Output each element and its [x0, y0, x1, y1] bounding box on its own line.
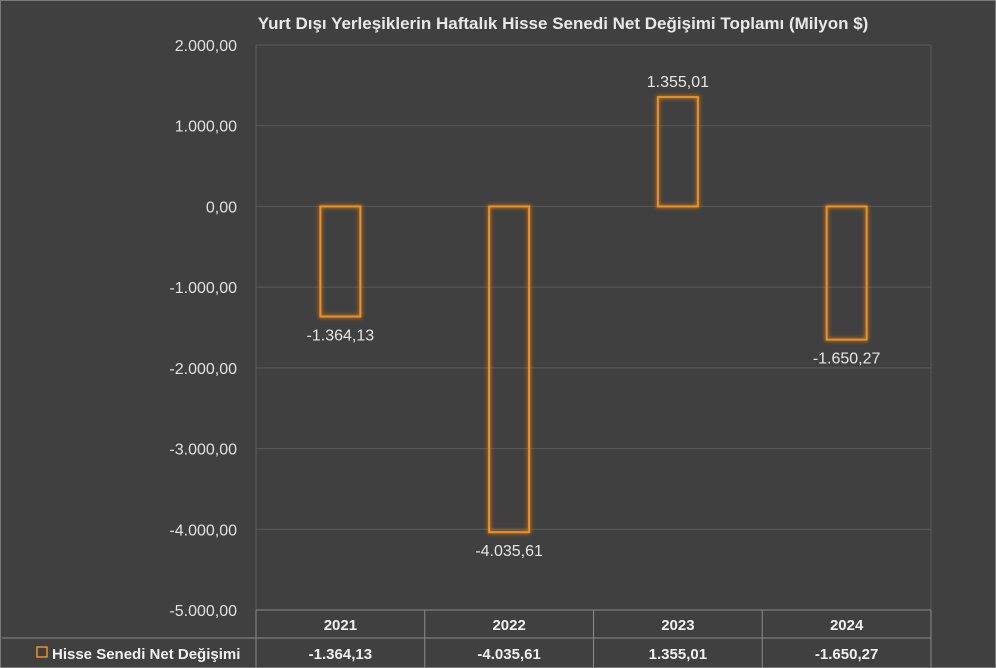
- table-value: -1.364,13: [309, 646, 372, 663]
- x-category-label: 2024: [830, 617, 864, 634]
- data-label: -4.035,61: [475, 543, 543, 560]
- x-category-label: 2023: [661, 617, 694, 634]
- table-value: -1.650,27: [815, 646, 878, 663]
- y-axis: 2.000,00 1.000,00 0,00 -1.000,00 -2.000,00 -3…: [169, 38, 237, 620]
- y-tick-label: -1.000,00: [169, 280, 237, 297]
- bars: -1.364,13 -4.035,61 1.355,01 -1.650,27: [307, 74, 881, 560]
- y-tick-label: 2.000,00: [175, 38, 237, 55]
- y-tick-label: -2.000,00: [169, 361, 237, 378]
- data-label: -1.364,13: [307, 328, 375, 345]
- x-category-label: 2021: [324, 617, 357, 634]
- y-tick-label: 1.000,00: [175, 119, 237, 136]
- chart-title: Yurt Dışı Yerleşiklerin Haftalık Hisse S…: [258, 14, 869, 33]
- table-value: -4.035,61: [477, 646, 540, 663]
- legend-key: [36, 646, 48, 658]
- bar: [656, 96, 699, 208]
- y-tick-label: -5.000,00: [169, 603, 237, 620]
- bar: [825, 205, 868, 341]
- y-tick-label: -4.000,00: [169, 522, 237, 539]
- data-label: -1.650,27: [813, 351, 881, 368]
- legend-label: Hisse Senedi Net Değişimi: [52, 646, 240, 663]
- bar: [488, 205, 531, 534]
- y-tick-label: -3.000,00: [169, 442, 237, 459]
- table-value: 1.355,01: [649, 646, 707, 663]
- grid-layer: [255, 44, 932, 610]
- data-label: 1.355,01: [647, 74, 709, 91]
- y-tick-label: 0,00: [206, 199, 237, 216]
- bar: [319, 205, 362, 318]
- x-category-label: 2022: [492, 617, 525, 634]
- data-table: 2021 -1.364,13 2022 -4.035,61 2023 1.355,01 20…: [2, 609, 932, 667]
